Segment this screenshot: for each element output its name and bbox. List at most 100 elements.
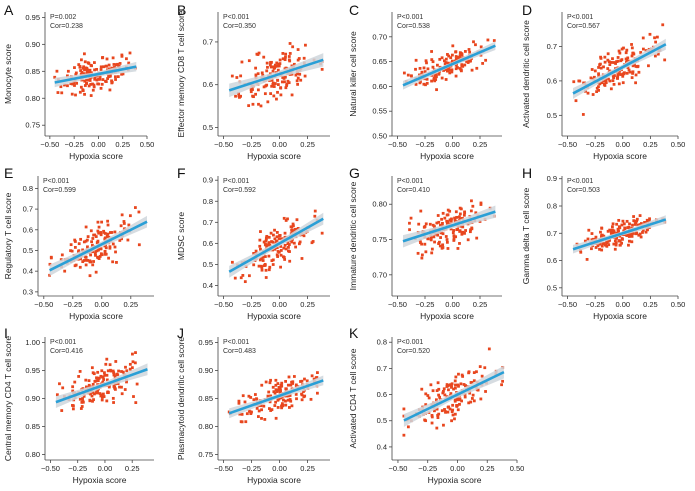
- scatter-point: [468, 391, 472, 395]
- scatter-point: [100, 82, 104, 86]
- scatter-point: [71, 385, 75, 389]
- scatter-point: [70, 92, 74, 96]
- scatter-point: [244, 420, 248, 424]
- fit-line: [403, 370, 505, 422]
- scatter-point: [635, 219, 639, 223]
- scatter-point: [278, 234, 282, 237]
- scatter-point: [479, 201, 483, 205]
- scatter-point: [295, 79, 299, 83]
- scatter-point: [280, 237, 284, 241]
- scatter-point: [106, 390, 110, 394]
- scatter-point: [472, 371, 476, 375]
- scatter-point: [101, 392, 105, 396]
- scatter-point: [436, 413, 440, 417]
- scatter-point: [430, 79, 433, 83]
- scatter-point: [274, 416, 278, 420]
- scatter-point: [430, 50, 433, 53]
- scatter-point: [267, 268, 271, 272]
- scatter-point: [70, 249, 74, 253]
- scatter-point: [257, 264, 261, 268]
- scatter-point: [275, 246, 279, 250]
- scatter-point: [87, 62, 91, 65]
- scatter-point: [93, 68, 96, 72]
- scatter-point: [112, 63, 116, 66]
- scatter-point: [287, 375, 291, 379]
- scatter-point: [287, 58, 291, 62]
- scatter-point: [133, 361, 137, 365]
- scatter-point: [587, 228, 591, 232]
- scatter-point: [602, 65, 605, 69]
- scatter-point: [111, 56, 115, 60]
- y-tick-label: 0.55: [372, 107, 387, 116]
- scatter-point: [437, 387, 441, 391]
- scatter-point: [633, 223, 637, 226]
- scatter-point: [73, 240, 77, 243]
- scatter-point: [84, 225, 88, 229]
- scatter-point: [661, 23, 665, 27]
- scatter-point: [105, 234, 109, 238]
- scatter-point: [108, 363, 112, 367]
- scatter-point: [122, 222, 126, 225]
- scatter-point: [300, 392, 303, 396]
- scatter-point: [292, 375, 296, 378]
- scatter-point: [279, 253, 283, 257]
- scatter-point: [84, 385, 88, 389]
- scatter-point: [601, 242, 605, 246]
- scatter-point: [435, 88, 438, 92]
- fit-line: [572, 43, 667, 95]
- scatter-point: [284, 387, 288, 391]
- scatter-point: [284, 52, 288, 56]
- scatter-point: [470, 199, 473, 203]
- scatter-point: [259, 247, 262, 251]
- scatter-point: [434, 398, 438, 402]
- scatter-point: [271, 263, 275, 266]
- scatter-point: [106, 369, 110, 373]
- scatter-point: [424, 403, 428, 407]
- scatter-point: [474, 43, 477, 47]
- scatter-point: [445, 219, 449, 223]
- scatter-point: [435, 75, 438, 79]
- x-axis-title: Hypoxia score: [247, 151, 301, 161]
- scatter-point: [237, 91, 240, 95]
- scatter-point: [624, 51, 628, 55]
- scatter-point: [267, 235, 271, 239]
- scatter-point: [265, 69, 269, 73]
- scatter-point: [94, 235, 98, 238]
- scatter-point: [99, 231, 103, 234]
- scatter-point: [271, 69, 275, 73]
- scatter-point: [647, 219, 651, 223]
- scatter-point: [627, 239, 631, 243]
- scatter-point: [453, 379, 457, 383]
- scatter-point: [464, 384, 467, 388]
- scatter-point: [100, 220, 104, 224]
- scatter-point: [440, 246, 444, 250]
- scatter-point: [309, 397, 313, 401]
- scatter-point: [636, 223, 640, 227]
- scatter-point: [133, 206, 137, 209]
- scatter-point: [262, 404, 266, 408]
- scatter-point: [402, 71, 406, 75]
- scatter-point: [105, 399, 109, 403]
- scatter-point: [279, 245, 283, 248]
- scatter-point: [89, 63, 93, 67]
- x-tick-label: 0.25: [125, 464, 140, 473]
- scatter-point: [408, 228, 411, 232]
- scatter-point: [94, 253, 97, 257]
- scatter-point: [74, 73, 78, 76]
- scatter-point: [274, 388, 278, 392]
- scatter-point: [607, 60, 611, 64]
- scatter-point: [435, 389, 439, 392]
- scatter-point: [286, 241, 290, 244]
- scatter-point: [260, 266, 264, 269]
- scatter-point: [629, 232, 632, 236]
- scatter-point: [597, 88, 601, 92]
- fit-line: [228, 58, 324, 92]
- y-axis-title: Plasmacytoid dendritic cell score: [176, 337, 186, 461]
- scatter-point: [440, 217, 443, 221]
- scatter-point: [273, 404, 277, 407]
- x-tick-label: 0.50: [140, 140, 155, 149]
- scatter-point: [634, 73, 638, 77]
- scatter-point: [466, 61, 470, 64]
- scatter-point: [449, 56, 453, 60]
- scatter-point: [402, 433, 406, 437]
